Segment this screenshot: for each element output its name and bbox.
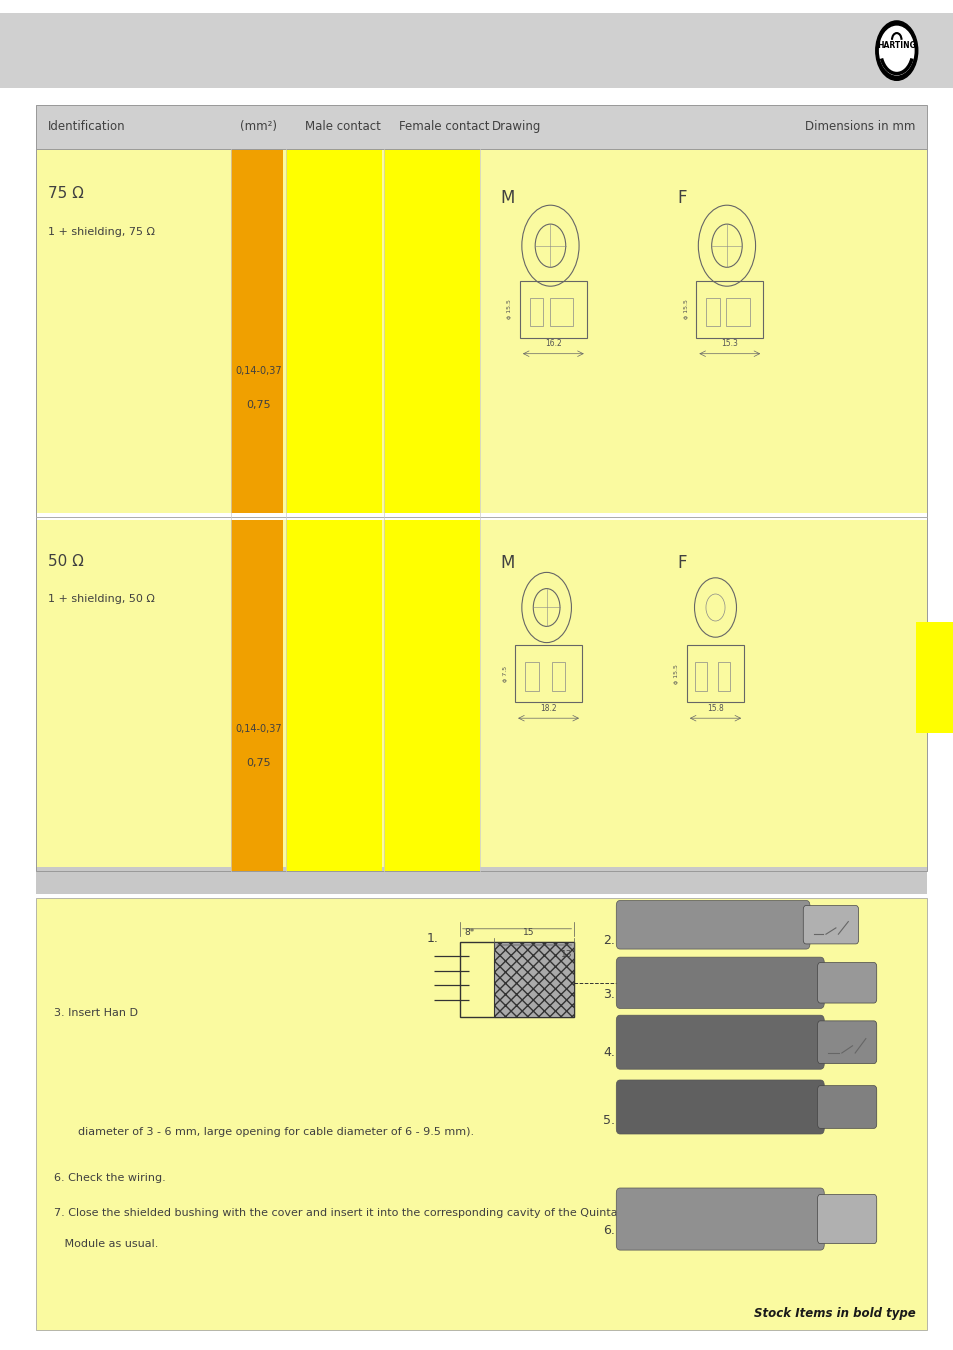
Text: 6.: 6. bbox=[602, 1224, 614, 1238]
FancyBboxPatch shape bbox=[616, 1188, 823, 1250]
Text: 6. Check the wiring.: 6. Check the wiring. bbox=[54, 1173, 166, 1183]
Bar bbox=[36, 105, 926, 871]
Circle shape bbox=[879, 27, 913, 74]
Text: diameter of 3 - 6 mm, large opening for cable diameter of 6 - 9.5 mm).: diameter of 3 - 6 mm, large opening for … bbox=[78, 1127, 474, 1137]
Text: 15.8: 15.8 bbox=[706, 703, 723, 713]
Text: HARTING: HARTING bbox=[877, 40, 915, 50]
Bar bbox=[384, 520, 479, 871]
Bar bbox=[915, 622, 953, 733]
Bar bbox=[0, 14, 953, 88]
Bar bbox=[286, 520, 381, 871]
Bar bbox=[696, 281, 762, 338]
Text: 1 + shielding, 50 Ω: 1 + shielding, 50 Ω bbox=[48, 594, 154, 603]
FancyBboxPatch shape bbox=[817, 1195, 876, 1243]
Text: 15: 15 bbox=[522, 927, 534, 937]
Text: 0,14-0,37: 0,14-0,37 bbox=[235, 724, 282, 734]
FancyBboxPatch shape bbox=[616, 900, 809, 949]
Text: 3. Insert Han D: 3. Insert Han D bbox=[54, 1008, 138, 1018]
FancyBboxPatch shape bbox=[616, 1080, 823, 1134]
Text: Identification: Identification bbox=[48, 120, 125, 134]
Text: Male contact: Male contact bbox=[305, 120, 381, 134]
FancyBboxPatch shape bbox=[616, 957, 823, 1008]
Text: 0,75: 0,75 bbox=[247, 757, 271, 768]
Bar bbox=[726, 298, 749, 327]
Text: Stock Items in bold type: Stock Items in bold type bbox=[753, 1307, 915, 1320]
Text: F: F bbox=[677, 189, 686, 207]
Text: Drawing: Drawing bbox=[492, 120, 541, 134]
Bar bbox=[36, 520, 926, 871]
Text: 0,14-0,37: 0,14-0,37 bbox=[235, 366, 282, 377]
Text: 50 Ω: 50 Ω bbox=[48, 554, 84, 568]
Bar bbox=[705, 298, 719, 327]
Text: 13: 13 bbox=[560, 950, 572, 960]
Text: Module as usual.: Module as usual. bbox=[54, 1239, 158, 1249]
Bar bbox=[36, 898, 926, 1330]
Text: 7. Close the shielded bushing with the cover and insert it into the correspondin: 7. Close the shielded bushing with the c… bbox=[54, 1208, 624, 1218]
Bar bbox=[695, 663, 706, 691]
Text: 2.: 2. bbox=[602, 934, 614, 948]
Bar bbox=[36, 105, 926, 148]
Text: 5.: 5. bbox=[602, 1114, 615, 1127]
Text: (mm²): (mm²) bbox=[240, 120, 277, 134]
Bar bbox=[686, 645, 743, 702]
FancyBboxPatch shape bbox=[802, 906, 858, 944]
Text: ϕ 15.5: ϕ 15.5 bbox=[674, 664, 679, 683]
Text: 1.: 1. bbox=[426, 931, 437, 945]
Text: 16.2: 16.2 bbox=[544, 339, 561, 348]
Text: 4.: 4. bbox=[602, 1046, 614, 1060]
Text: 1 + shielding, 75 Ω: 1 + shielding, 75 Ω bbox=[48, 227, 154, 236]
Bar bbox=[231, 148, 283, 513]
Bar bbox=[524, 663, 537, 691]
Bar bbox=[286, 148, 381, 513]
Bar bbox=[494, 942, 574, 1017]
Text: F: F bbox=[677, 554, 686, 571]
Text: Female contact: Female contact bbox=[398, 120, 489, 134]
Text: 15.3: 15.3 bbox=[720, 339, 738, 348]
Text: 18.2: 18.2 bbox=[539, 703, 557, 713]
Text: Dimensions in mm: Dimensions in mm bbox=[804, 120, 915, 134]
Text: 8*: 8* bbox=[464, 927, 475, 937]
Bar bbox=[551, 663, 564, 691]
Text: 3.: 3. bbox=[602, 988, 614, 1002]
FancyBboxPatch shape bbox=[616, 1015, 823, 1069]
Bar bbox=[384, 148, 479, 513]
Text: ϕ 7.5: ϕ 7.5 bbox=[502, 666, 507, 682]
Circle shape bbox=[875, 22, 917, 81]
Text: M: M bbox=[500, 554, 515, 571]
Text: 0,75: 0,75 bbox=[247, 400, 271, 410]
Bar bbox=[231, 520, 283, 871]
Bar bbox=[36, 148, 926, 513]
Bar bbox=[549, 298, 573, 327]
Bar bbox=[515, 645, 581, 702]
Bar bbox=[718, 663, 729, 691]
FancyBboxPatch shape bbox=[817, 963, 876, 1003]
Text: ϕ 15.5: ϕ 15.5 bbox=[683, 300, 688, 319]
Bar bbox=[459, 942, 574, 1017]
Bar bbox=[519, 281, 586, 338]
Text: 75 Ω: 75 Ω bbox=[48, 186, 84, 201]
Text: M: M bbox=[500, 189, 515, 207]
Bar bbox=[36, 867, 926, 894]
Text: ϕ 15.5: ϕ 15.5 bbox=[507, 300, 512, 319]
FancyBboxPatch shape bbox=[817, 1085, 876, 1129]
Bar bbox=[529, 298, 542, 327]
FancyBboxPatch shape bbox=[817, 1021, 876, 1064]
